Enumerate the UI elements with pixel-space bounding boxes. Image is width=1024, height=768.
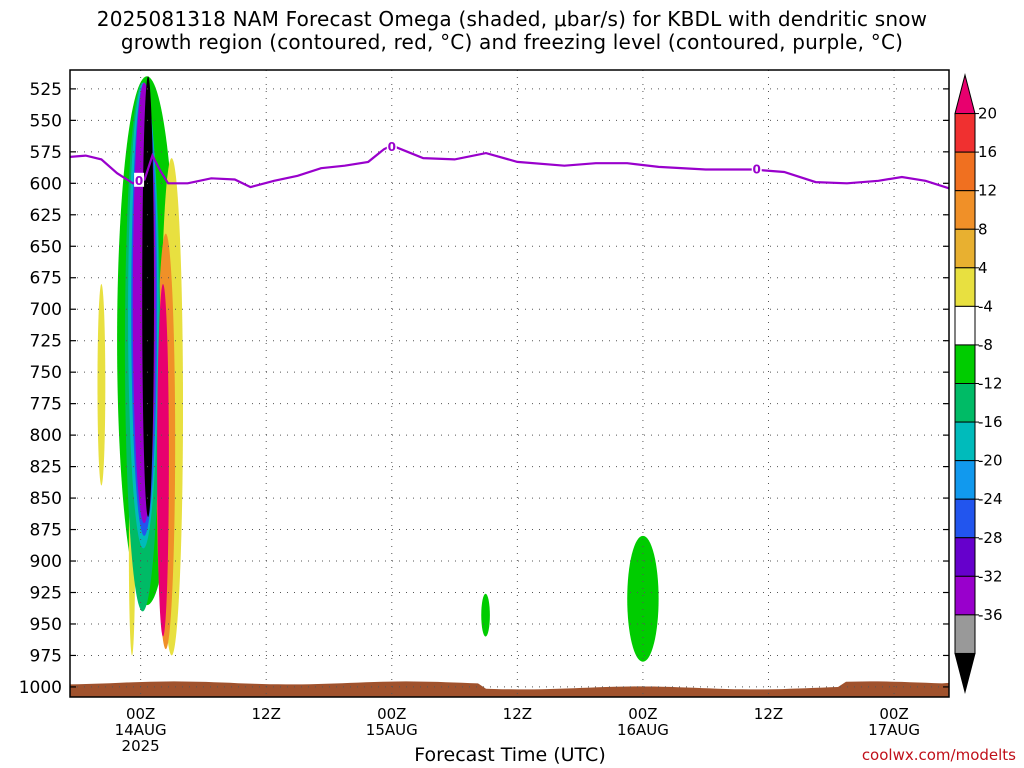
freezing-level-label-0: 0 (135, 174, 143, 188)
omega-region-10 (142, 76, 154, 517)
colorbar-label-7: -12 (978, 375, 1003, 393)
x-tick-label-64-0: 00Z (628, 705, 657, 723)
omega-region-11 (481, 593, 490, 637)
omega-region-9 (157, 284, 169, 637)
y-tick-label-525: 525 (30, 80, 62, 100)
grid-lines (70, 70, 949, 697)
colorbar-label-8: -16 (978, 413, 1003, 431)
freezing-label-bg-2 (751, 161, 762, 176)
y-tick-label-650: 650 (30, 237, 62, 257)
y-tick-label-600: 600 (30, 174, 62, 194)
x-tick-label-0-0: 00Z (126, 705, 155, 723)
colorbar-segment-14 (954, 614, 976, 654)
freezing-level-line (69, 144, 950, 190)
y-tick-label-625: 625 (30, 206, 62, 226)
x-tick-label-64-1: 16AUG (617, 721, 669, 739)
y-tick-label-825: 825 (30, 458, 62, 478)
freezing-label-bg-0 (134, 172, 145, 187)
colorbar-label-1: 16 (978, 143, 997, 161)
x-tick-label-16-0: 12Z (252, 705, 281, 723)
freezing-level-contour: 0 0 0 (69, 138, 950, 190)
x-tick-label-96-0: 00Z (879, 705, 908, 723)
title-line-2: growth region (contoured, red, °C) and f… (120, 30, 904, 54)
colorbar-label-6: -8 (978, 336, 993, 354)
y-tick-label-1000: 1000 (19, 678, 62, 698)
colorbar-segment-8 (954, 383, 976, 423)
y-tick-label-850: 850 (30, 489, 62, 509)
x-tick-label-32-0: 00Z (377, 705, 406, 723)
colorbar-label-0: 20 (978, 105, 997, 123)
y-tick-label-550: 550 (30, 111, 62, 131)
colorbar-label-10: -24 (978, 490, 1003, 508)
y-tick-label-925: 925 (30, 584, 62, 604)
title-line-1: 2025081318 NAM Forecast Omega (shaded, μ… (96, 7, 928, 31)
y-tick-label-750: 750 (30, 363, 62, 383)
freezing-level-label-2: 0 (753, 162, 761, 176)
colorbar-segment-5 (954, 267, 976, 307)
colorbar: 20 16 12 8 4 -4 -8 -12 -16 -20 -24 -28 -32 -36 (954, 73, 1003, 694)
freezing-label-bg-1 (386, 138, 397, 153)
colorbar-segment-2 (954, 151, 976, 192)
colorbar-label-5: -4 (978, 297, 993, 315)
y-tick-label-675: 675 (30, 269, 62, 289)
colorbar-segment-9 (954, 421, 976, 462)
x-tick-label-32-1: 15AUG (366, 721, 418, 739)
ground-surface (70, 681, 949, 697)
x-tick-label-0-2: 2025 (122, 737, 160, 755)
colorbar-segment-11 (954, 498, 976, 539)
colorbar-label-3: 8 (978, 220, 988, 238)
colorbar-segment-12 (954, 537, 976, 577)
colorbar-segment-7 (954, 344, 976, 384)
x-tick-label-80-0: 12Z (754, 705, 783, 723)
watermark: coolwx.com/modelts (861, 746, 1016, 764)
chart-title: 2025081318 NAM Forecast Omega (shaded, μ… (0, 8, 1024, 54)
colorbar-segment-10 (954, 460, 976, 500)
omega-region-1 (97, 284, 106, 486)
colorbar-label-11: -28 (978, 529, 1003, 547)
ground-fill (70, 681, 949, 697)
colorbar-top-arrow (954, 73, 976, 115)
y-tick-label-725: 725 (30, 332, 62, 352)
colorbar-label-2: 12 (978, 182, 997, 200)
y-tick-label-975: 975 (30, 646, 62, 666)
colorbar-label-4: 4 (978, 259, 988, 277)
x-tick-label-0-1: 14AUG (115, 721, 167, 739)
y-axis: 525 550 575 600 625 650 675 700 725 750 775 800 825 8… (19, 80, 949, 698)
y-tick-label-900: 900 (30, 552, 62, 572)
y-tick-label-575: 575 (30, 143, 62, 163)
colorbar-label-9: -20 (978, 452, 1003, 470)
colorbar-segment-3 (954, 190, 976, 230)
colorbar-segment-13 (954, 575, 976, 616)
omega-region-12 (627, 535, 659, 662)
x-tick-label-96-1: 17AUG (868, 721, 920, 739)
colorbar-label-13: -36 (978, 606, 1003, 624)
y-tick-label-775: 775 (30, 395, 62, 415)
x-axis-title: Forecast Time (UTC) (414, 744, 606, 766)
y-tick-label-700: 700 (30, 300, 62, 320)
y-tick-label-950: 950 (30, 615, 62, 635)
colorbar-segment-6 (954, 305, 976, 346)
plot-frame (69, 69, 950, 698)
colorbar-label-12: -32 (978, 567, 1003, 585)
freezing-level-label-1: 0 (388, 140, 396, 154)
x-tick-label-48-0: 12Z (503, 705, 532, 723)
colorbar-bottom-arrow (954, 652, 976, 694)
y-tick-label-875: 875 (30, 521, 62, 541)
y-tick-label-800: 800 (30, 426, 62, 446)
omega-shading (97, 76, 659, 662)
colorbar-segment-4 (954, 228, 976, 269)
colorbar-segment-1 (954, 113, 976, 153)
